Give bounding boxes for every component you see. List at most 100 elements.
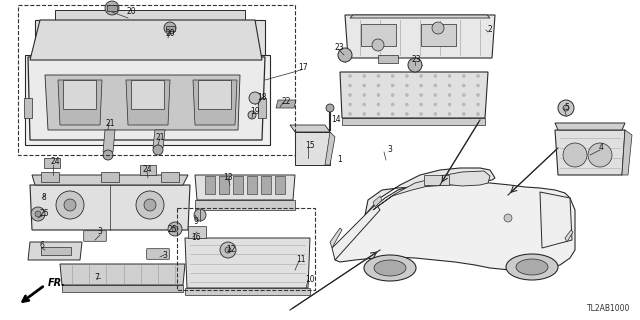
Text: 20: 20	[165, 28, 175, 37]
Circle shape	[136, 191, 164, 219]
Circle shape	[434, 75, 437, 77]
Circle shape	[434, 103, 437, 106]
Circle shape	[363, 113, 365, 116]
Circle shape	[249, 92, 261, 104]
Text: 10: 10	[305, 275, 315, 284]
Circle shape	[144, 199, 156, 211]
Circle shape	[477, 93, 479, 97]
Circle shape	[35, 211, 41, 217]
Circle shape	[377, 113, 380, 116]
Circle shape	[477, 113, 479, 116]
Circle shape	[434, 113, 437, 116]
Polygon shape	[330, 228, 342, 248]
Circle shape	[420, 103, 422, 106]
Polygon shape	[62, 285, 183, 292]
Ellipse shape	[364, 255, 416, 281]
Circle shape	[405, 113, 408, 116]
Polygon shape	[185, 238, 310, 288]
Polygon shape	[540, 192, 572, 248]
Circle shape	[405, 93, 408, 97]
Circle shape	[31, 207, 45, 221]
Circle shape	[153, 145, 163, 155]
Circle shape	[363, 84, 365, 87]
Circle shape	[391, 113, 394, 116]
Circle shape	[477, 84, 479, 87]
Circle shape	[448, 103, 451, 106]
Circle shape	[349, 103, 351, 106]
Circle shape	[105, 1, 119, 15]
Text: 11: 11	[296, 255, 306, 265]
Circle shape	[408, 58, 422, 72]
Polygon shape	[45, 75, 240, 130]
Polygon shape	[195, 200, 295, 210]
Circle shape	[432, 22, 444, 34]
Polygon shape	[365, 168, 495, 215]
Circle shape	[363, 103, 365, 106]
Circle shape	[225, 247, 231, 253]
Circle shape	[349, 75, 351, 77]
Polygon shape	[28, 57, 265, 140]
Circle shape	[462, 103, 465, 106]
Bar	[161, 172, 179, 182]
Polygon shape	[440, 171, 490, 186]
Bar	[420, 24, 456, 46]
Polygon shape	[565, 230, 573, 242]
Polygon shape	[345, 15, 495, 58]
Text: 7: 7	[95, 273, 99, 282]
Text: 1: 1	[338, 156, 342, 164]
Circle shape	[434, 93, 437, 97]
Bar	[41, 172, 59, 182]
Polygon shape	[193, 80, 237, 125]
Circle shape	[391, 75, 394, 77]
Circle shape	[448, 113, 451, 116]
Polygon shape	[153, 130, 165, 148]
Circle shape	[420, 113, 422, 116]
FancyBboxPatch shape	[63, 81, 97, 109]
Bar	[378, 55, 398, 63]
Polygon shape	[55, 10, 245, 50]
Text: 3: 3	[163, 251, 168, 260]
Text: 19: 19	[250, 108, 260, 116]
Polygon shape	[373, 178, 435, 210]
Text: 21: 21	[156, 133, 164, 142]
Circle shape	[462, 113, 465, 116]
Bar	[205, 176, 215, 194]
Polygon shape	[332, 204, 380, 260]
Text: 24: 24	[142, 164, 152, 173]
Circle shape	[103, 150, 113, 160]
Polygon shape	[373, 196, 382, 207]
Text: 20: 20	[126, 6, 136, 15]
Circle shape	[168, 222, 182, 236]
Polygon shape	[60, 264, 185, 285]
Bar	[140, 165, 156, 175]
Circle shape	[588, 143, 612, 167]
Text: 22: 22	[281, 98, 291, 107]
Polygon shape	[195, 175, 295, 200]
Text: 21: 21	[105, 118, 115, 127]
Polygon shape	[28, 242, 82, 260]
Circle shape	[448, 93, 451, 97]
Circle shape	[462, 93, 465, 97]
Circle shape	[64, 199, 76, 211]
Bar	[24, 98, 32, 118]
Text: 25: 25	[167, 225, 177, 234]
Circle shape	[448, 75, 451, 77]
Polygon shape	[30, 20, 262, 60]
Text: FR.: FR.	[48, 278, 66, 288]
Circle shape	[563, 105, 569, 111]
Bar	[424, 175, 449, 185]
Circle shape	[448, 84, 451, 87]
Polygon shape	[32, 175, 188, 185]
Circle shape	[391, 103, 394, 106]
Ellipse shape	[516, 259, 548, 275]
Bar	[275, 176, 285, 194]
Circle shape	[349, 84, 351, 87]
Text: 23: 23	[411, 55, 421, 65]
Bar	[247, 176, 257, 194]
Text: 16: 16	[191, 233, 201, 242]
Polygon shape	[295, 132, 330, 165]
Polygon shape	[185, 288, 310, 295]
Polygon shape	[325, 132, 335, 165]
Circle shape	[349, 113, 351, 116]
Circle shape	[462, 75, 465, 77]
